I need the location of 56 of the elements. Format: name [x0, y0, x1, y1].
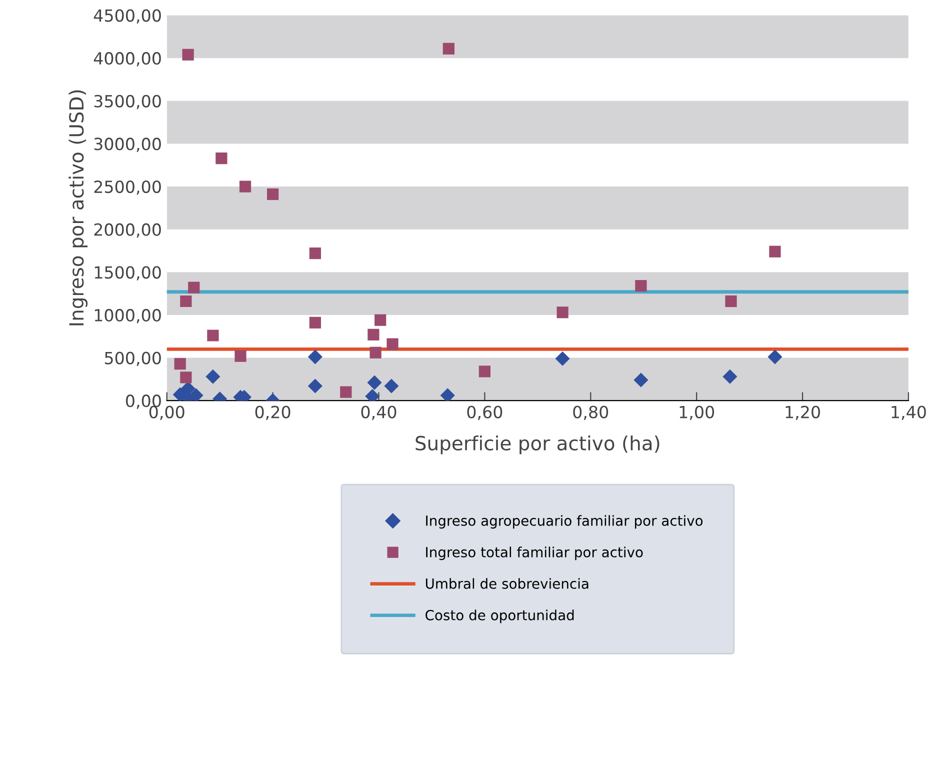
x-tick-label: 0,40	[361, 406, 396, 420]
point	[368, 328, 380, 340]
y-tick-label: 1500,00	[94, 266, 161, 280]
point	[722, 369, 738, 384]
point	[180, 295, 192, 308]
point	[440, 388, 455, 401]
point	[308, 350, 322, 364]
point	[725, 295, 737, 308]
x-tick-label: 1,40	[892, 406, 926, 420]
point	[234, 350, 246, 362]
y-tick-label: 4500,00	[94, 9, 161, 24]
point	[384, 378, 399, 394]
point	[367, 375, 382, 390]
point	[206, 369, 220, 384]
point	[309, 247, 321, 260]
point	[239, 180, 252, 192]
point	[555, 351, 570, 366]
y-axis-title: Ingreso por activo (USD)	[68, 90, 88, 326]
point	[386, 338, 398, 350]
point	[768, 350, 782, 364]
x-tick-label: 0,20	[255, 406, 290, 420]
point	[370, 346, 382, 358]
x-tick-label: 1,20	[786, 406, 820, 420]
y-tick-label: 2000,00	[94, 223, 161, 238]
y-tick-label: 2500,00	[94, 180, 161, 195]
legend-label: Ingreso agropecuario familiar por activo	[426, 515, 703, 529]
point	[266, 188, 279, 200]
point	[769, 246, 781, 258]
y-tick-label: 500,00	[104, 352, 161, 366]
point	[188, 282, 200, 294]
point	[188, 388, 204, 401]
x-tick-label: 1,00	[680, 406, 714, 420]
point	[207, 330, 219, 342]
point	[180, 372, 192, 384]
point	[216, 152, 228, 164]
point	[340, 386, 352, 398]
x-axis-title: Superficie por activo (ha)	[416, 435, 660, 454]
legend-label: Ingreso total familiar por activo	[426, 546, 643, 560]
point	[174, 358, 186, 370]
x-tick-label: 0,60	[467, 406, 502, 420]
point	[634, 372, 648, 388]
point	[308, 378, 322, 394]
point	[635, 280, 647, 292]
legend-label: Umbral de sobreviencia	[426, 578, 588, 589]
y-tick-label: 3000,00	[94, 138, 161, 152]
y-tick-label: 3500,00	[94, 94, 161, 110]
y-tick-label: 1000,00	[94, 308, 161, 324]
point	[374, 314, 386, 326]
legend-label: Costo de oportunidad	[426, 610, 574, 624]
point	[182, 48, 194, 60]
point	[442, 42, 454, 54]
point	[556, 306, 568, 318]
point	[478, 366, 490, 378]
point	[309, 316, 321, 328]
y-tick-label: 4000,00	[94, 52, 161, 66]
x-tick-label: 0,80	[573, 406, 608, 420]
